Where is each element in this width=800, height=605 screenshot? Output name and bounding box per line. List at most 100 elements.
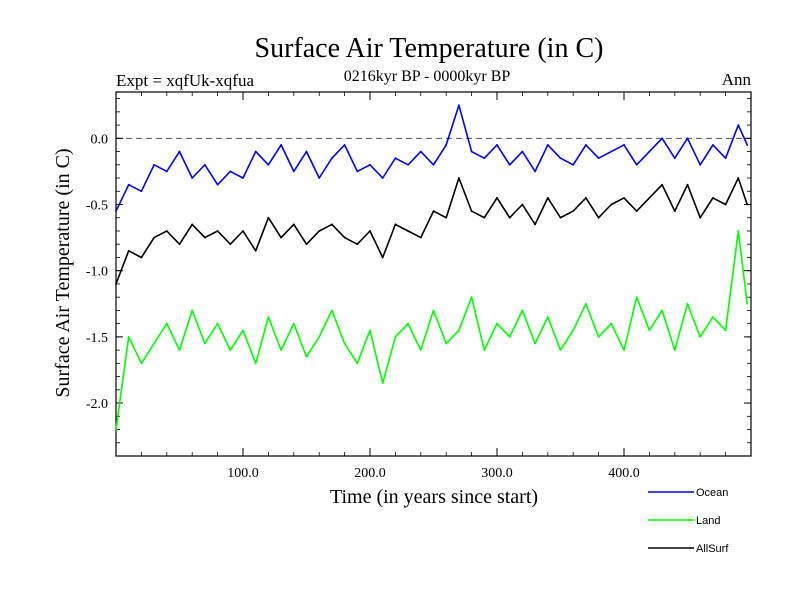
data-point-land bbox=[267, 316, 270, 318]
data-point-ocean bbox=[356, 170, 359, 173]
data-point-ocean bbox=[661, 137, 663, 140]
data-point-land bbox=[572, 329, 575, 332]
data-point-allsurf bbox=[585, 196, 587, 199]
data-point-ocean bbox=[483, 157, 486, 160]
data-point-allsurf bbox=[572, 210, 575, 213]
data-point-allsurf bbox=[521, 203, 524, 206]
data-point-allsurf bbox=[635, 210, 638, 213]
data-point-allsurf bbox=[229, 243, 232, 246]
data-point-ocean bbox=[305, 150, 308, 153]
legend-label-allsurf: AllSurf bbox=[696, 543, 729, 555]
data-point-land bbox=[597, 335, 600, 338]
data-point-allsurf bbox=[597, 216, 600, 219]
data-point-land bbox=[483, 349, 486, 352]
data-point-land bbox=[496, 322, 498, 325]
data-point-allsurf bbox=[178, 243, 181, 246]
data-point-land bbox=[737, 230, 740, 232]
data-point-ocean bbox=[318, 177, 321, 179]
data-point-allsurf bbox=[318, 230, 321, 232]
data-point-ocean bbox=[623, 144, 625, 146]
data-point-land bbox=[559, 349, 562, 352]
data-point-allsurf bbox=[458, 177, 460, 179]
chart-title: Surface Air Temperature (in C) bbox=[255, 33, 604, 64]
data-point-land bbox=[216, 322, 219, 325]
data-point-allsurf bbox=[508, 216, 511, 219]
data-point-land bbox=[165, 322, 168, 325]
x-tick-label: 100.0 bbox=[227, 466, 259, 481]
data-point-ocean bbox=[407, 163, 409, 166]
data-point-ocean bbox=[746, 144, 749, 146]
data-point-land bbox=[153, 342, 156, 345]
data-point-ocean bbox=[445, 144, 448, 146]
data-point-ocean bbox=[432, 163, 435, 166]
data-point-allsurf bbox=[254, 249, 257, 252]
data-point-land bbox=[369, 329, 371, 332]
data-point-allsurf bbox=[216, 230, 219, 232]
data-point-land bbox=[381, 382, 384, 385]
data-point-allsurf bbox=[623, 196, 625, 199]
data-point-ocean bbox=[597, 157, 600, 160]
data-point-allsurf bbox=[559, 216, 562, 219]
data-point-land bbox=[356, 362, 359, 365]
data-point-land bbox=[204, 342, 206, 345]
series-line-allsurf bbox=[115, 177, 748, 285]
data-point-land bbox=[419, 349, 422, 352]
data-point-ocean bbox=[585, 144, 587, 146]
data-point-land bbox=[115, 428, 117, 431]
data-point-allsurf bbox=[280, 236, 282, 239]
data-point-ocean bbox=[648, 150, 651, 153]
data-point-ocean bbox=[216, 183, 219, 186]
data-point-land bbox=[178, 349, 181, 352]
data-point-allsurf bbox=[407, 230, 409, 232]
data-point-ocean bbox=[204, 163, 206, 166]
data-point-allsurf bbox=[394, 223, 397, 226]
data-point-ocean bbox=[635, 163, 638, 166]
data-point-allsurf bbox=[242, 230, 244, 232]
data-point-land bbox=[686, 302, 689, 305]
data-point-ocean bbox=[140, 190, 143, 193]
x-axis-label: Time (in years since start) bbox=[330, 486, 538, 508]
data-point-ocean bbox=[521, 150, 524, 153]
data-point-land bbox=[635, 296, 638, 299]
data-point-land bbox=[318, 335, 321, 338]
data-point-ocean bbox=[242, 177, 244, 179]
legend-label-ocean: Ocean bbox=[696, 487, 728, 499]
data-point-land bbox=[470, 296, 473, 299]
data-point-allsurf bbox=[204, 236, 206, 239]
data-point-ocean bbox=[153, 163, 156, 166]
data-point-ocean bbox=[458, 104, 460, 107]
data-point-land bbox=[229, 349, 232, 352]
data-point-ocean bbox=[572, 163, 575, 166]
y-tick-label: -1.5 bbox=[86, 331, 108, 346]
data-point-land bbox=[508, 335, 511, 338]
experiment-label: Expt = xqfUk-xqfua bbox=[116, 71, 254, 90]
data-point-ocean bbox=[419, 150, 422, 153]
data-point-ocean bbox=[178, 150, 181, 153]
plot-area: 0.0 -0.5 -1.0 -1.5 -2.0 100.0 200.0 300.0 400.0 bbox=[86, 91, 752, 481]
data-point-allsurf bbox=[534, 223, 536, 226]
data-point-ocean bbox=[280, 144, 282, 146]
data-point-land bbox=[140, 362, 143, 365]
data-point-allsurf bbox=[470, 210, 473, 213]
data-point-allsurf bbox=[115, 283, 117, 285]
data-point-ocean bbox=[724, 157, 727, 160]
data-point-ocean bbox=[496, 144, 498, 146]
data-point-land bbox=[585, 302, 587, 305]
data-point-ocean bbox=[699, 163, 702, 166]
data-point-ocean bbox=[369, 163, 371, 166]
season-label: Ann bbox=[722, 70, 752, 89]
data-point-land bbox=[343, 342, 346, 345]
data-point-ocean bbox=[508, 163, 511, 166]
data-point-allsurf bbox=[331, 223, 333, 226]
data-point-ocean bbox=[115, 210, 117, 213]
data-point-allsurf bbox=[267, 216, 270, 219]
data-point-ocean bbox=[343, 144, 346, 146]
data-point-land bbox=[127, 335, 130, 338]
data-point-land bbox=[305, 355, 308, 358]
data-point-land bbox=[280, 349, 282, 352]
data-point-ocean bbox=[394, 157, 397, 160]
data-point-allsurf bbox=[648, 196, 651, 199]
x-tick-label: 300.0 bbox=[481, 466, 513, 481]
data-point-land bbox=[394, 335, 397, 338]
data-point-ocean bbox=[737, 124, 740, 126]
